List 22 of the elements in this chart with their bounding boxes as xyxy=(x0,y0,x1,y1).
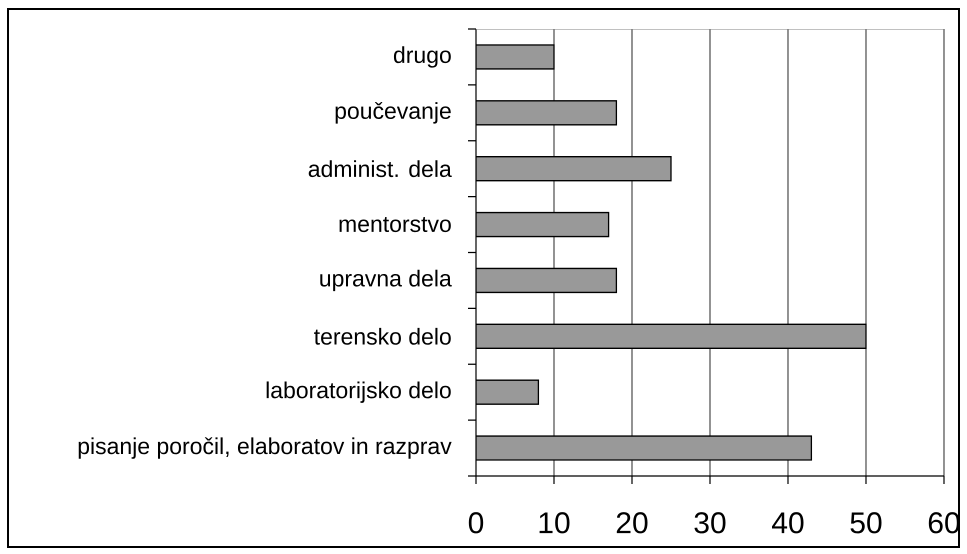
y-tick-label: mentorstvo xyxy=(340,217,451,232)
y-tick-label: pisanje poročil, elaboratov in razprav xyxy=(78,437,452,459)
bar xyxy=(476,212,610,238)
bar xyxy=(476,156,672,182)
bar xyxy=(476,268,618,294)
y-tick-label: upravna dela xyxy=(320,270,452,292)
x-tick-label: 20 xyxy=(616,512,648,534)
bar xyxy=(476,380,540,405)
bar xyxy=(476,435,812,461)
y-tick-label: terensko delo xyxy=(314,328,451,345)
x-tick-label: 10 xyxy=(540,512,570,534)
x-tick-label: 0 xyxy=(468,512,484,534)
bar xyxy=(476,44,555,70)
y-tick-label: administ. dela xyxy=(308,160,452,178)
x-tick-label: 50 xyxy=(850,512,882,534)
bar xyxy=(476,324,867,349)
y-tick-label: laboratorijsko delo xyxy=(266,381,451,403)
x-tick-label: 30 xyxy=(694,512,726,534)
y-tick-label: poučevanje xyxy=(336,102,451,124)
bar xyxy=(476,100,618,126)
x-tick-label: 40 xyxy=(772,512,804,534)
y-tick-label: drugo xyxy=(394,46,451,68)
